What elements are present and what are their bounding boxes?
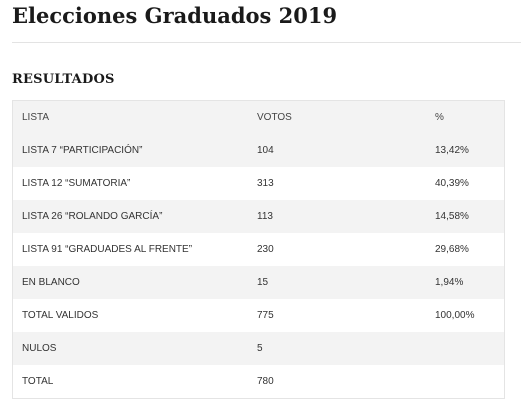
cell-votos: 5 <box>257 343 263 354</box>
table-header-row: LISTA VOTOS % <box>12 100 505 134</box>
cell-lista: EN BLANCO <box>22 277 80 288</box>
cell-percent: 100,00% <box>435 310 475 321</box>
cell-votos: 15 <box>257 277 269 288</box>
cell-lista: TOTAL <box>22 376 54 387</box>
table-row: TOTAL 780 <box>12 365 505 399</box>
cell-lista: TOTAL VALIDOS <box>22 310 99 321</box>
column-header-percent: % <box>435 112 444 123</box>
column-header-lista: LISTA <box>22 112 50 123</box>
cell-percent: 29,68% <box>435 244 469 255</box>
table-row: EN BLANCO 15 1,94% <box>12 266 505 299</box>
cell-votos: 113 <box>257 211 273 222</box>
column-header-votos: VOTOS <box>257 112 292 123</box>
table-row: LISTA 7 “PARTICIPACIÓN” 104 13,42% <box>12 134 505 167</box>
cell-lista: LISTA 26 “ROLANDO GARCÍA” <box>22 211 163 222</box>
cell-lista: NULOS <box>22 343 57 354</box>
table-row: NULOS 5 <box>12 332 505 365</box>
cell-lista: LISTA 7 “PARTICIPACIÓN” <box>22 145 143 156</box>
cell-percent: 13,42% <box>435 145 469 156</box>
table-row: LISTA 91 “GRADUADES AL FRENTE” 230 29,68… <box>12 233 505 266</box>
table-row: LISTA 26 “ROLANDO GARCÍA” 113 14,58% <box>12 200 505 233</box>
cell-votos: 313 <box>257 178 274 189</box>
cell-lista: LISTA 91 “GRADUADES AL FRENTE” <box>22 244 193 255</box>
cell-votos: 775 <box>257 310 274 321</box>
section-heading: RESULTADOS <box>12 72 115 87</box>
cell-lista: LISTA 12 “SUMATORIA” <box>22 178 131 189</box>
results-table: LISTA VOTOS % LISTA 7 “PARTICIPACIÓN” 10… <box>12 100 505 399</box>
cell-percent <box>426 332 505 365</box>
cell-votos: 104 <box>257 145 274 156</box>
cell-percent: 1,94% <box>435 277 464 288</box>
cell-votos: 230 <box>257 244 274 255</box>
cell-votos: 780 <box>257 376 274 387</box>
cell-percent: 40,39% <box>435 178 469 189</box>
cell-percent <box>426 365 505 399</box>
table-row: LISTA 12 “SUMATORIA” 313 40,39% <box>12 167 505 200</box>
page-title: Elecciones Graduados 2019 <box>12 3 338 28</box>
table-row: TOTAL VALIDOS 775 100,00% <box>12 299 505 332</box>
cell-percent: 14,58% <box>435 211 469 222</box>
title-divider <box>12 42 521 43</box>
